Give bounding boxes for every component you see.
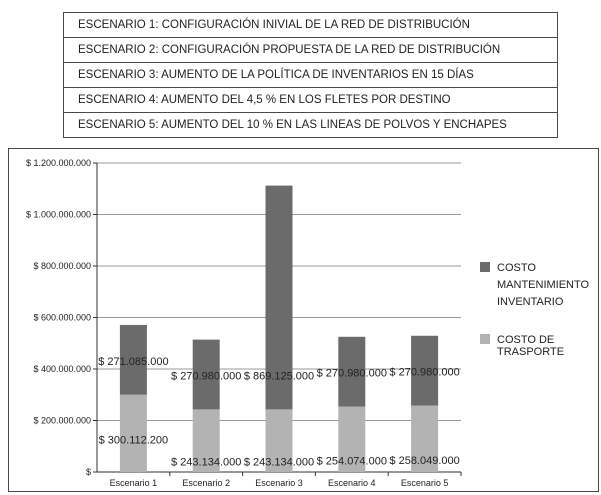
legend-label: COSTO — [497, 262, 536, 274]
chart-frame: $ $ 200.000.000 $ 400.000.000 $ 600.000.000… — [8, 148, 599, 492]
y-tick-label: $ 400.000.000 — [33, 364, 91, 374]
data-label: $ 243.134.000 — [171, 457, 241, 469]
bar-segment-inventory — [119, 324, 147, 395]
y-tick-label: $ 1.200.000.000 — [26, 158, 91, 168]
legend-label: INVENTARIO — [497, 296, 564, 308]
bar-segment-inventory — [192, 339, 220, 410]
bar-segment-inventory — [265, 185, 293, 410]
bar-segment-transport — [338, 406, 366, 472]
legend-swatch — [480, 262, 490, 272]
stacked-bar-chart: $ $ 200.000.000 $ 400.000.000 $ 600.000.000… — [26, 158, 590, 488]
bar-segment-inventory — [411, 335, 439, 406]
y-tick-label: $ 600.000.000 — [33, 313, 91, 323]
bar-segment-transport — [265, 409, 293, 472]
data-label: $ 270.980.000 — [317, 368, 387, 380]
x-tick-label: Escenario 3 — [255, 478, 303, 488]
y-tick-label: $ 200.000.000 — [33, 416, 91, 426]
legend-label: COSTO DE — [497, 334, 554, 346]
scenario-row: ESCENARIO 1: CONFIGURACIÓN INIVIAL DE LA… — [63, 12, 558, 38]
bar-segment-transport — [119, 394, 147, 472]
scenario-table: ESCENARIO 1: CONFIGURACIÓN INIVIAL DE LA… — [63, 12, 558, 138]
x-tick-label: Escenario 2 — [182, 478, 230, 488]
data-label: $ 271.085.000 — [98, 356, 168, 368]
data-label: $ 243.134.000 — [244, 457, 314, 469]
data-label: $ 869.125.000 — [244, 370, 314, 382]
data-label: $ 270.980.000 — [389, 367, 459, 379]
scenario-row: ESCENARIO 2: CONFIGURACIÓN PROPUESTA DE … — [63, 37, 558, 63]
x-tick-label: Escenario 5 — [401, 478, 449, 488]
y-tick-label: $ 1.000.000.000 — [26, 210, 91, 220]
data-label: $ 270.980.000 — [171, 371, 241, 383]
x-tick-label: Escenario 1 — [110, 478, 158, 488]
x-tick-label: Escenario 4 — [328, 478, 376, 488]
data-label: $ 254.074.000 — [317, 455, 387, 467]
data-label: $ 258.049.000 — [389, 455, 459, 467]
legend-swatch — [480, 334, 490, 344]
bar-segment-inventory — [338, 336, 366, 407]
scenario-row: ESCENARIO 3: AUMENTO DE LA POLÍTICA DE I… — [63, 62, 558, 88]
bar-segment-transport — [192, 409, 220, 472]
scenario-row: ESCENARIO 4: AUMENTO DEL 4,5 % EN LOS FL… — [63, 87, 558, 113]
bar-segment-transport — [411, 405, 439, 472]
legend-label: TRASPORTE — [497, 346, 564, 358]
y-tick-label: $ — [86, 467, 91, 477]
legend-label: MANTENIMIENTO — [497, 279, 590, 291]
y-tick-label: $ 800.000.000 — [33, 261, 91, 271]
scenario-row: ESCENARIO 5: AUMENTO DEL 10 % EN LAS LIN… — [63, 112, 558, 138]
data-label: $ 300.112.200 — [99, 434, 169, 446]
